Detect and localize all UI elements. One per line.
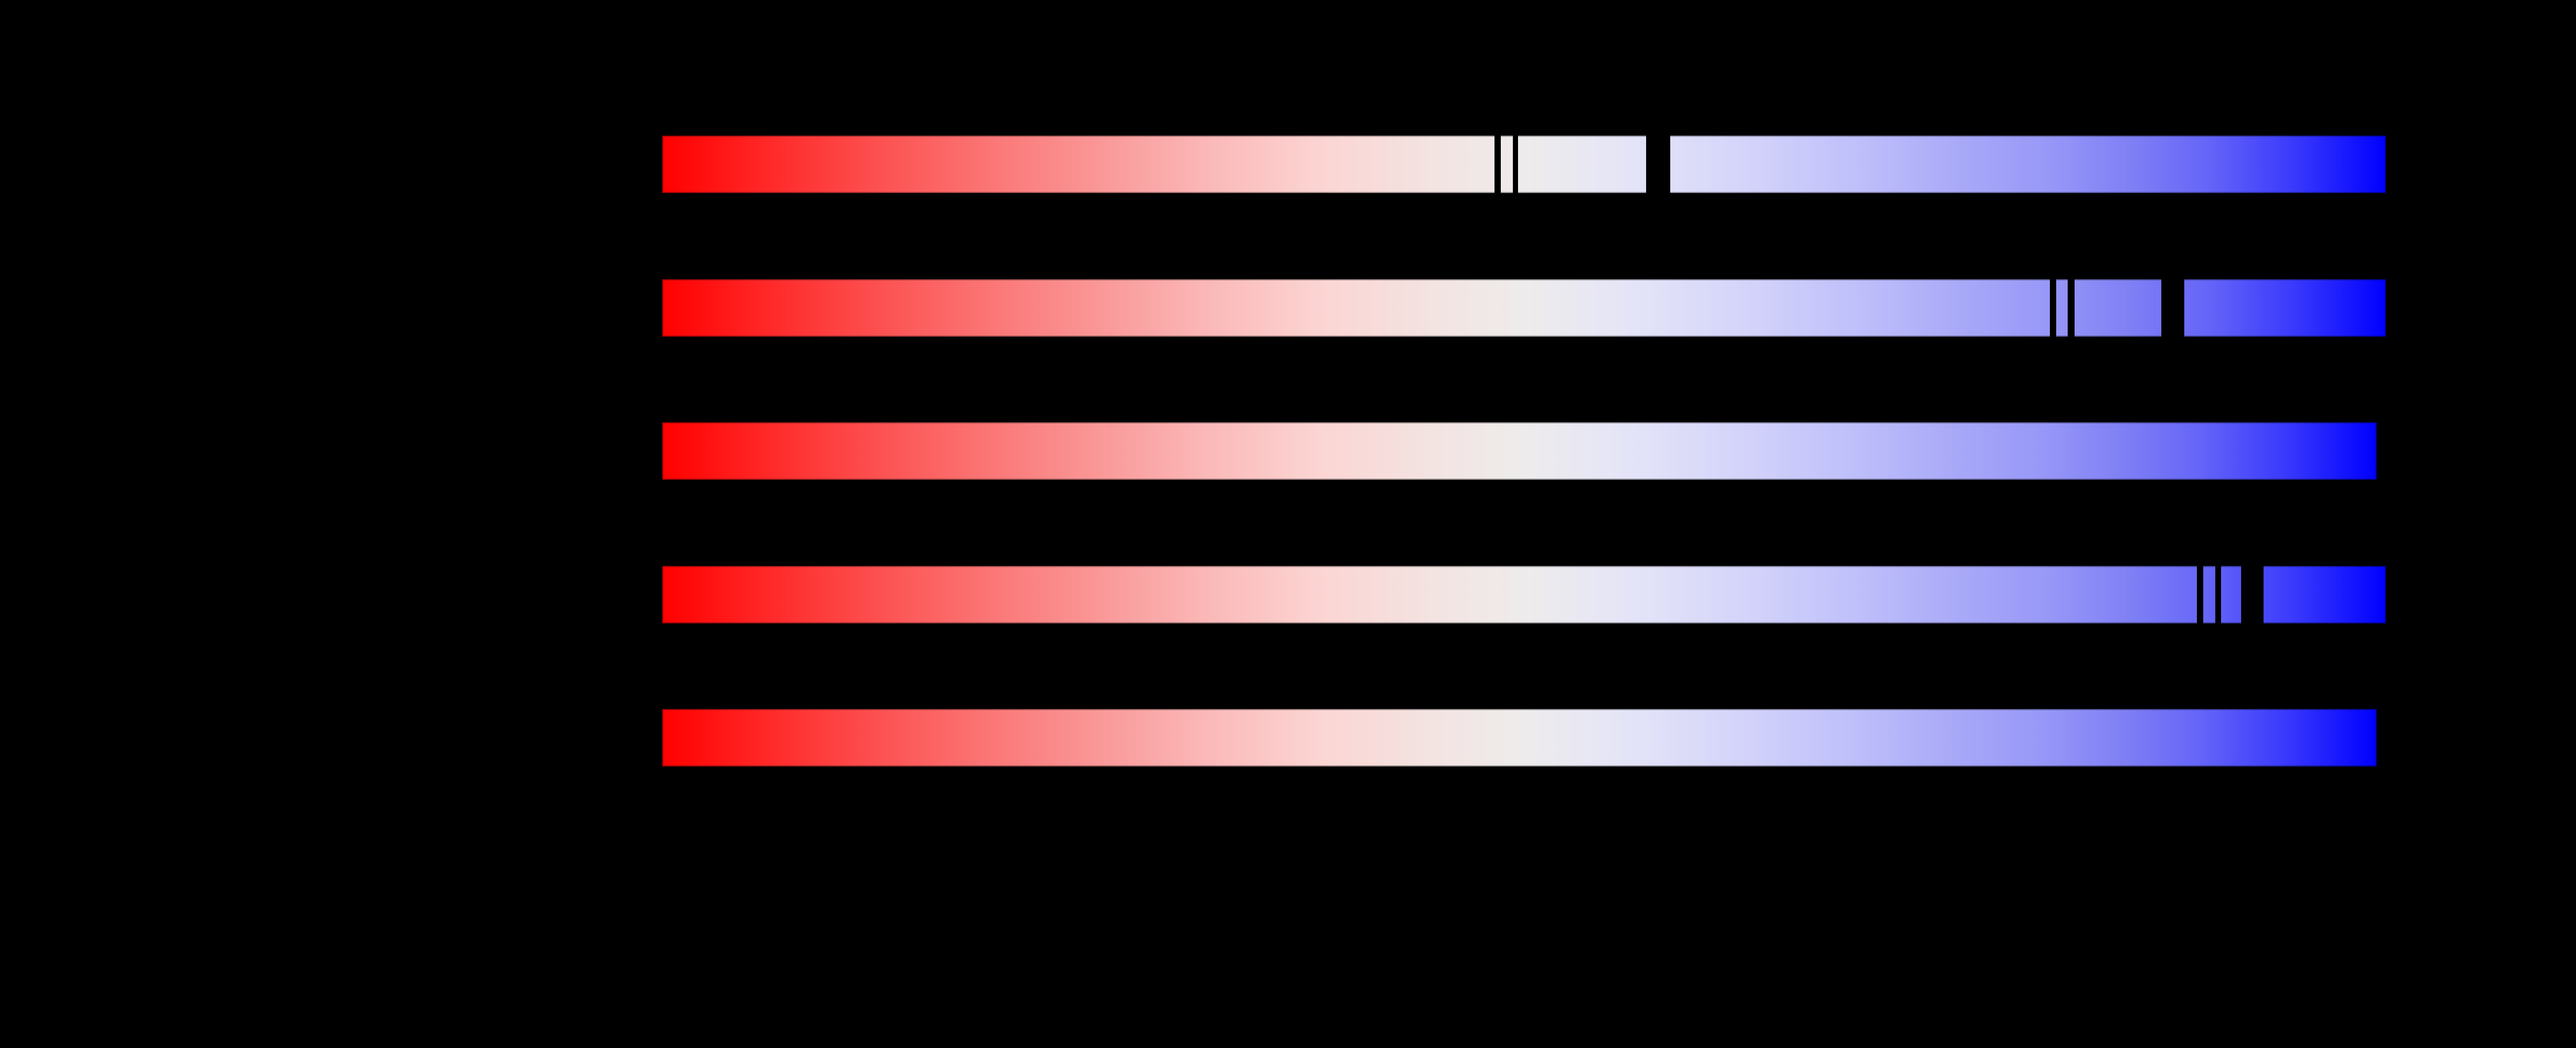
gradient-bar-row-1	[662, 135, 2386, 194]
gradient-bar-row-5	[662, 709, 2377, 766]
bar-gap	[2161, 279, 2184, 337]
bar-gap	[2068, 279, 2075, 337]
bar-gap	[2050, 279, 2056, 337]
bar-gap	[1513, 135, 1518, 194]
gradient-bar-row-2	[662, 279, 2386, 337]
bar-gap	[2215, 565, 2221, 624]
bar-gap	[1646, 135, 1670, 194]
bar-gap	[2241, 565, 2264, 624]
gradient-bar-row-3	[662, 422, 2377, 480]
bar-gap	[2197, 565, 2203, 624]
gradient-bar-row-4	[662, 565, 2386, 624]
bar-gap	[1494, 135, 1501, 194]
